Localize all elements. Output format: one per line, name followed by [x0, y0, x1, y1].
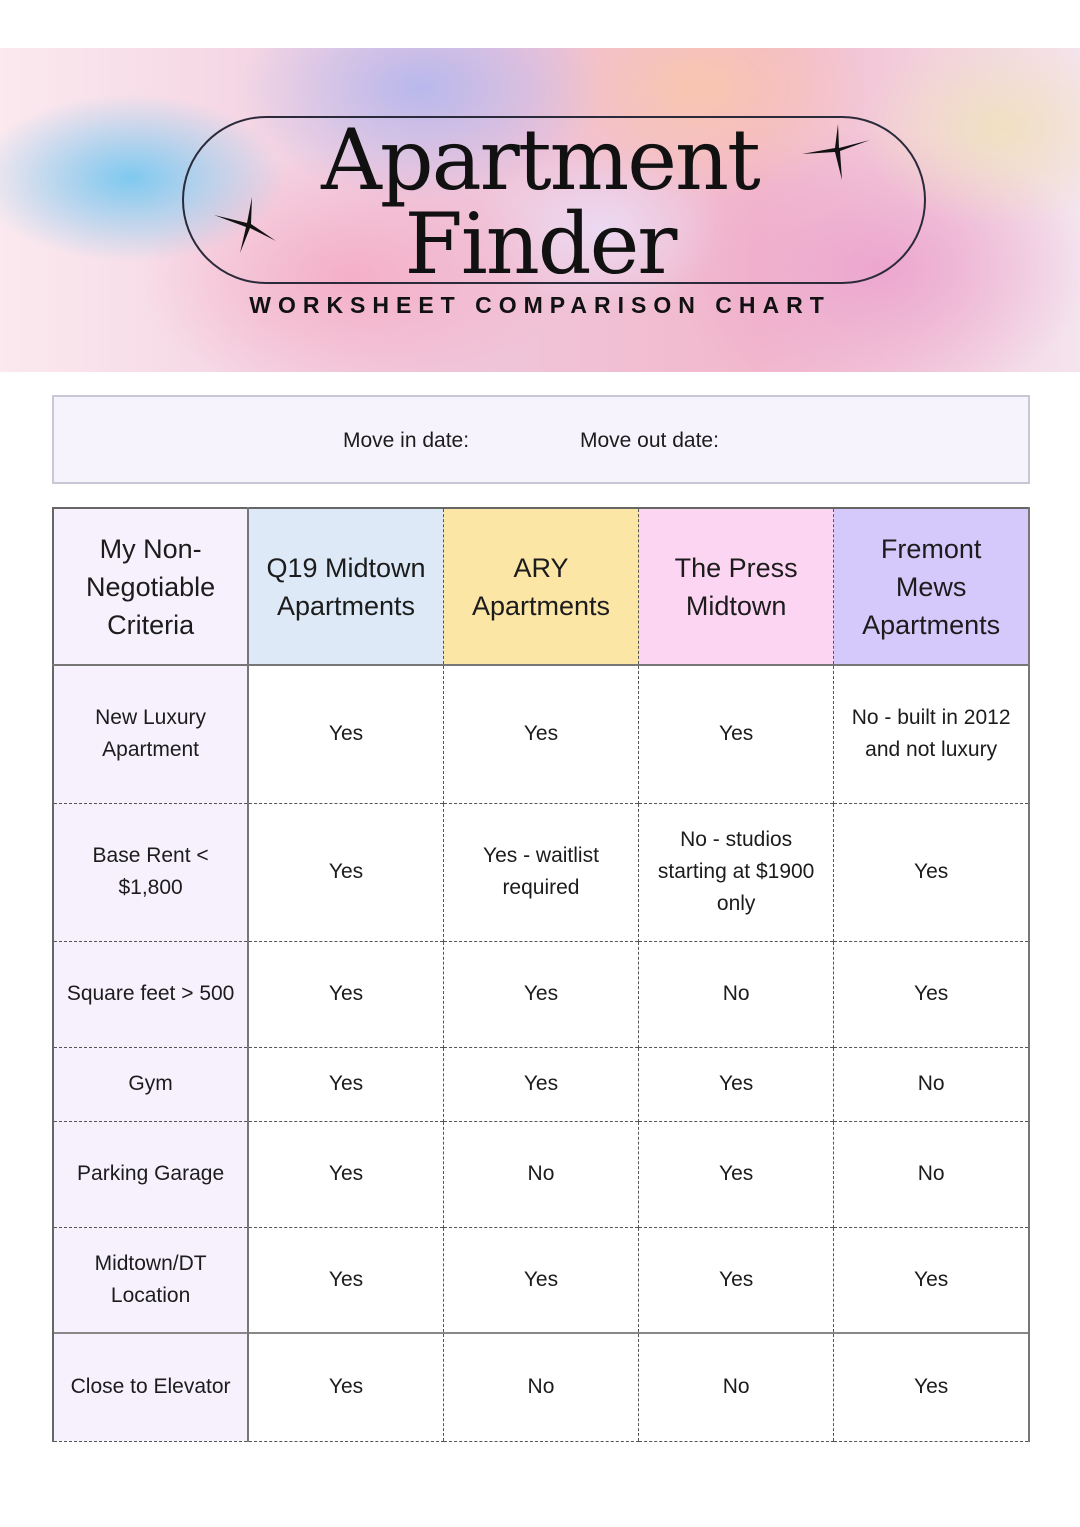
criteria-cell: Parking Garage [51, 1120, 250, 1227]
move-out-date-label: Move out date: [580, 429, 719, 452]
value-cell: Yes [247, 1120, 444, 1227]
value-cell: No [442, 1332, 639, 1442]
dates-box: Move in date: Move out date: [52, 395, 1030, 484]
title-frame [182, 116, 926, 284]
value-cell: Yes [247, 1046, 444, 1121]
value-cell: Yes - waitlist required [442, 802, 639, 941]
table-row: Parking Garage Yes No Yes No [51, 1120, 1031, 1227]
move-in-date-label: Move in date: [343, 429, 470, 452]
value-cell: No - studios starting at $1900 only [638, 802, 834, 941]
criteria-cell: Close to Elevator [51, 1332, 250, 1442]
value-cell: Yes [833, 1226, 1031, 1333]
value-cell: Yes [638, 1046, 834, 1121]
criteria-cell: New Luxury Apartment [51, 664, 250, 803]
value-cell: No [638, 940, 834, 1047]
apartment-column-header: The Press Midtown [638, 507, 834, 666]
apartment-column-header: Q19 Midtown Apartments [247, 507, 444, 666]
criteria-cell: Midtown/DT Location [51, 1226, 250, 1333]
value-cell: Yes [247, 664, 444, 803]
value-cell: Yes [442, 1226, 639, 1333]
value-cell: No [638, 1332, 834, 1442]
sparkle-star-icon [214, 197, 276, 253]
value-cell: Yes [442, 664, 639, 803]
page-title-line2: Finder [404, 195, 678, 293]
value-cell: Yes [833, 940, 1031, 1047]
value-cell: Yes [442, 1046, 639, 1121]
criteria-cell: Base Rent < $1,800 [51, 802, 250, 941]
value-cell: Yes [638, 664, 834, 803]
table-row: Close to Elevator Yes No No Yes [51, 1332, 1031, 1442]
value-cell: No [833, 1046, 1031, 1121]
comparison-table: My Non-Negotiable Criteria Q19 Midtown Ap… [51, 507, 1031, 1442]
value-cell: No [833, 1120, 1031, 1227]
value-cell: Yes [442, 940, 639, 1047]
value-cell: Yes [638, 1120, 834, 1227]
value-cell: Yes [638, 1226, 834, 1333]
table-row: New Luxury Apartment Yes Yes Yes No - built … [51, 664, 1031, 803]
table-row: Gym Yes Yes Yes No [51, 1046, 1031, 1121]
apartment-column-header: Fremont Mews Apartments [833, 507, 1031, 666]
criteria-cell: Gym [51, 1046, 250, 1121]
page-title-line1: Apartment [321, 111, 761, 209]
value-cell: Yes [833, 1332, 1031, 1442]
value-cell: Yes [247, 1332, 444, 1442]
value-cell: No [442, 1120, 639, 1227]
table-row: Midtown/DT Location Yes Yes Yes Yes [51, 1226, 1031, 1333]
page-subtitle: WORKSHEET COMPARISON CHART [249, 292, 831, 318]
criteria-cell: Square feet > 500 [51, 940, 250, 1047]
value-cell: Yes [833, 802, 1031, 941]
sparkle-star-icon [802, 124, 870, 180]
criteria-column-header: My Non-Negotiable Criteria [51, 507, 250, 666]
table-row: Square feet > 500 Yes Yes No Yes [51, 940, 1031, 1047]
value-cell: Yes [247, 802, 444, 941]
value-cell: Yes [247, 1226, 444, 1333]
value-cell: Yes [247, 940, 444, 1047]
apartment-column-header: ARY Apartments [442, 507, 639, 666]
value-cell: No - built in 2012 and not luxury [833, 664, 1031, 803]
table-row: Base Rent < $1,800 Yes Yes - waitlist requ… [51, 802, 1031, 941]
table-header-row: My Non-Negotiable Criteria Q19 Midtown Ap… [51, 507, 1031, 666]
